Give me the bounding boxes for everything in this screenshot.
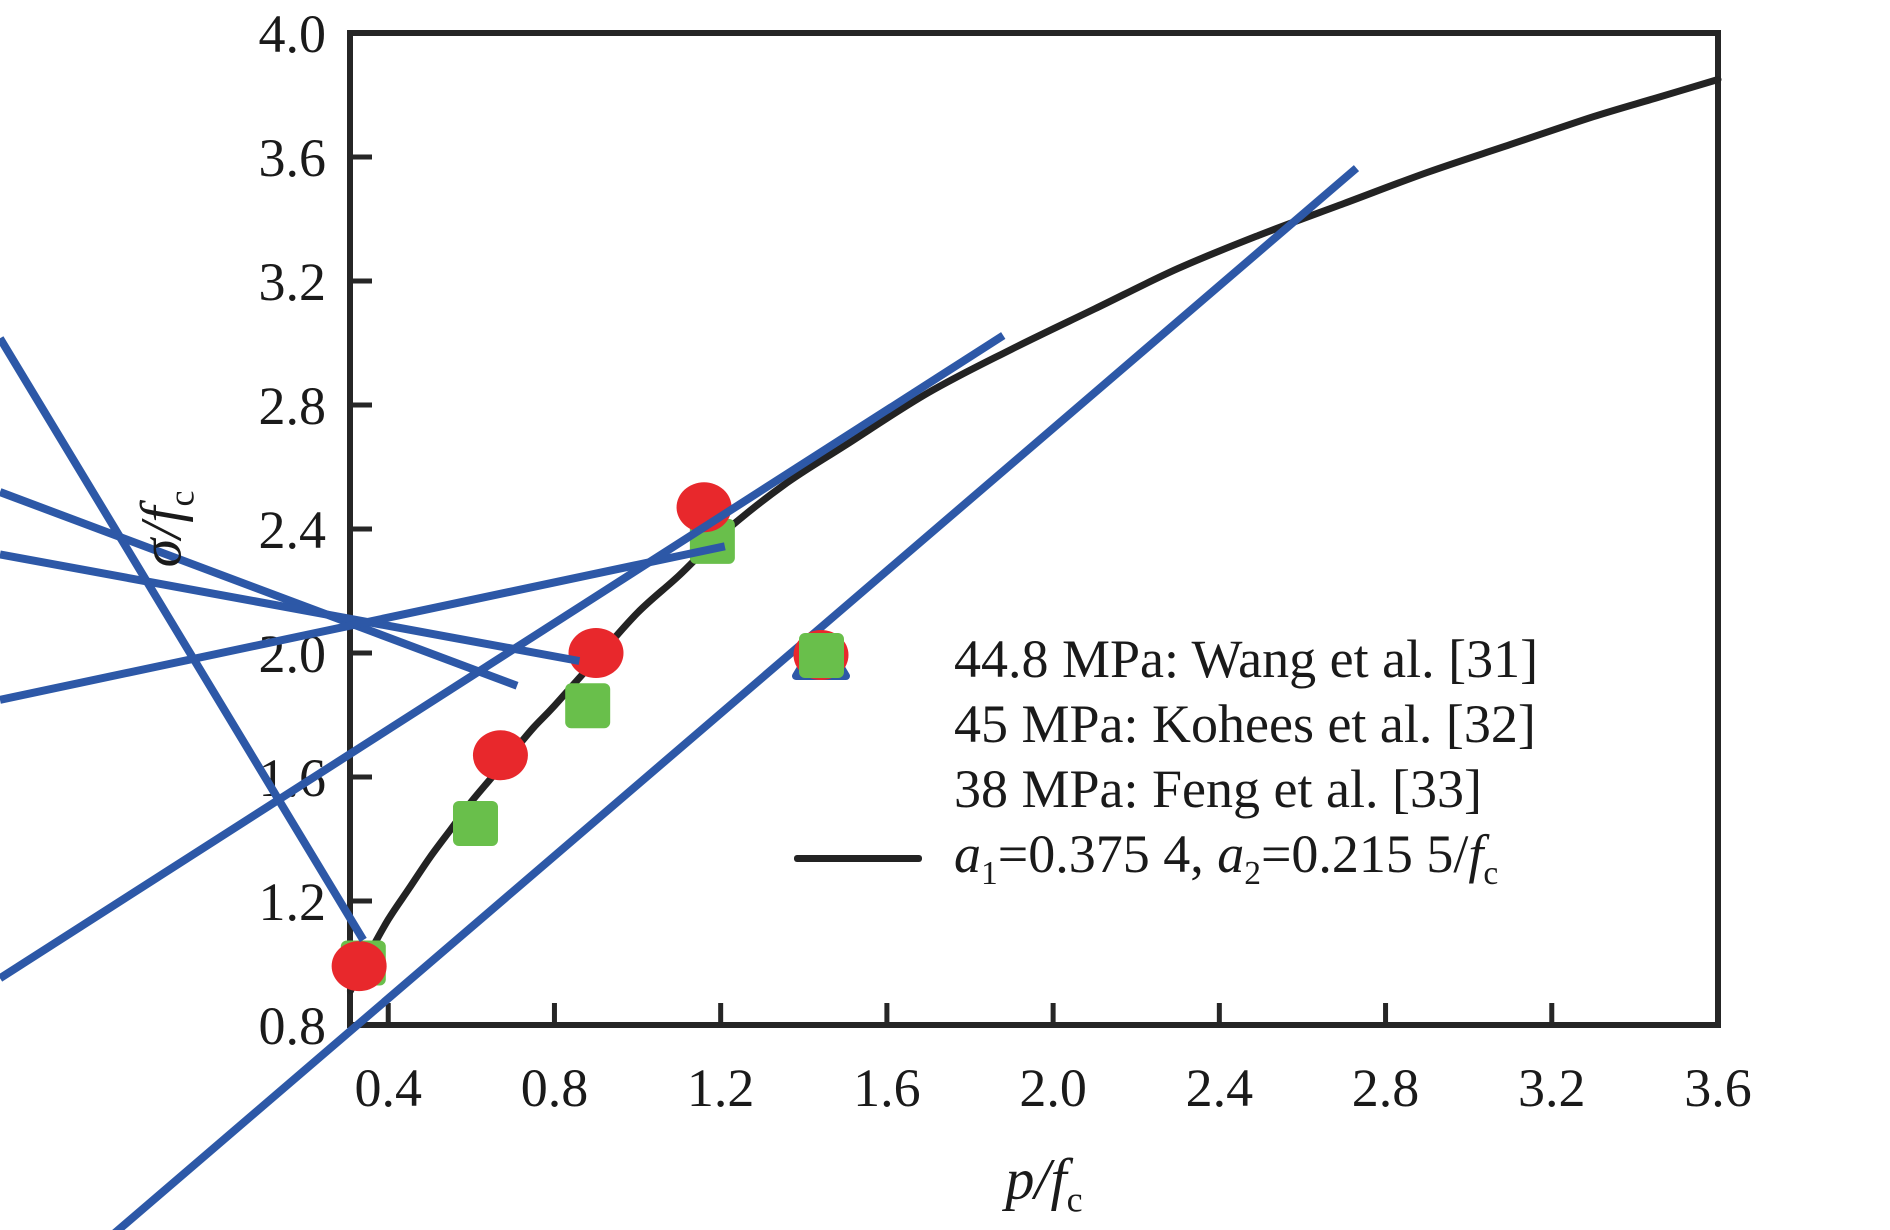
legend-line-sample <box>794 855 922 862</box>
data-point-circle <box>331 941 387 992</box>
text-segment: 1 <box>981 854 998 892</box>
text-segment: f <box>1468 823 1484 884</box>
y-tick-label: 4.0 <box>259 4 327 64</box>
text-segment: c <box>161 490 202 507</box>
y-tick-label: 2.4 <box>259 500 327 560</box>
text-segment: p <box>1005 1146 1035 1212</box>
legend-label: 45 MPa: Kohees et al. [32] <box>954 697 1536 751</box>
data-point-triangle <box>0 542 726 704</box>
text-segment: / <box>128 522 194 539</box>
text-segment: a <box>1217 823 1245 884</box>
text-segment: 44.8 MPa: Wang et al. [31] <box>954 628 1539 689</box>
text-segment: f <box>1050 1146 1067 1212</box>
text-segment: 2 <box>1244 854 1261 892</box>
x-axis-label: p/fc <box>1005 1146 1082 1221</box>
text-segment: / <box>1034 1146 1051 1212</box>
text-segment: 45 MPa: Kohees et al. [32] <box>954 693 1536 754</box>
legend-marker-line-icon <box>788 855 928 862</box>
legend-row: 45 MPa: Kohees et al. [32] <box>788 630 1538 756</box>
data-point-square <box>452 801 498 846</box>
x-tick-label: 2.0 <box>1019 1058 1087 1118</box>
x-tick-label: 0.8 <box>521 1058 589 1118</box>
y-tick-label: 1.2 <box>259 872 327 932</box>
data-point-circle <box>472 730 528 781</box>
y-tick-label: 3.6 <box>259 128 327 188</box>
text-segment: c <box>1483 854 1499 892</box>
data-point-square <box>565 683 611 729</box>
x-tick-label: 3.2 <box>1518 1058 1586 1118</box>
y-axis-label: σ/fc <box>128 491 203 568</box>
legend-row: 44.8 MPa: Wang et al. [31] <box>788 626 1538 691</box>
x-tick-label: 2.4 <box>1186 1058 1254 1118</box>
text-segment: c <box>1066 1179 1083 1220</box>
square-icon <box>799 633 844 678</box>
text-segment: σ <box>128 538 194 568</box>
legend-label: 44.8 MPa: Wang et al. [31] <box>954 632 1538 686</box>
text-segment: f <box>128 506 194 523</box>
legend-label: 38 MPa: Feng et al. [33] <box>954 762 1482 816</box>
x-tick-label: 3.6 <box>1684 1058 1752 1118</box>
legend-label: a1=0.375 4, a2=0.215 5/fc <box>954 827 1498 890</box>
legend-row: a1=0.375 4, a2=0.215 5/fc <box>788 826 1538 891</box>
data-point-circle <box>568 628 624 678</box>
x-tick-label: 1.2 <box>687 1058 755 1118</box>
y-tick-label: 3.2 <box>259 252 327 312</box>
fit-curve <box>346 76 1722 995</box>
data-point-triangle <box>0 488 519 690</box>
data-point-triangle <box>0 550 581 665</box>
legend-marker-glyph <box>799 633 844 678</box>
legend-row: 38 MPa: Feng et al. [33] <box>788 633 1538 821</box>
data-point-triangle <box>0 332 1006 982</box>
y-tick-label: 0.8 <box>259 996 327 1056</box>
text-segment: a <box>954 823 981 884</box>
x-tick-label: 1.6 <box>853 1058 921 1118</box>
legend: 44.8 MPa: Wang et al. [31] 45 MPa: Kohees… <box>788 626 1538 891</box>
x-tick-label: 2.8 <box>1352 1058 1420 1118</box>
data-point-triangle <box>0 336 367 943</box>
text-segment: =0.215 5/ <box>1260 823 1469 884</box>
y-tick-label: 2.8 <box>259 376 327 436</box>
data-point-triangle <box>112 165 1360 1230</box>
text-segment: 38 MPa: Feng et al. [33] <box>954 758 1482 819</box>
text-segment: =0.375 4, <box>997 823 1218 884</box>
x-tick-label: 0.4 <box>354 1058 422 1118</box>
